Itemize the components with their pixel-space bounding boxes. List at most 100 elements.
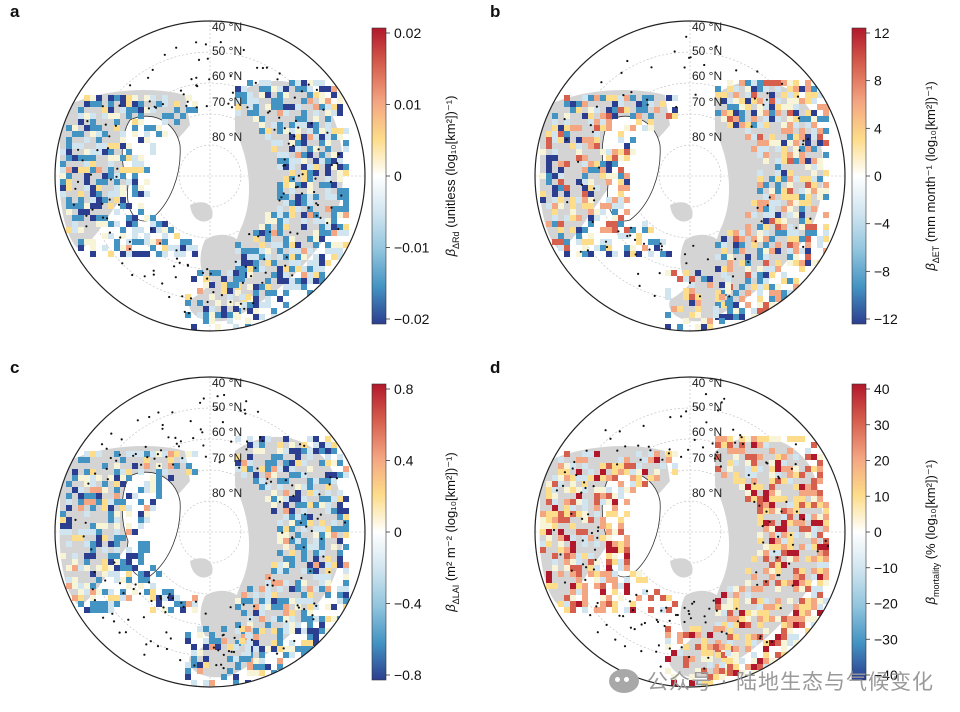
grid-cell	[186, 239, 192, 245]
grid-cell	[733, 116, 739, 122]
grid-cell	[60, 149, 66, 155]
grid-cell	[654, 107, 660, 113]
grid-cell	[719, 662, 725, 668]
grid-cell	[235, 110, 241, 116]
grid-cell	[564, 475, 570, 481]
grid-cell	[775, 496, 781, 502]
significance-dot	[753, 97, 756, 100]
grid-cell	[648, 227, 654, 233]
grid-cell	[180, 601, 186, 607]
grid-cell	[775, 260, 781, 266]
grid-cell	[191, 276, 197, 282]
significance-dot	[605, 623, 608, 626]
grid-cell	[331, 182, 337, 188]
grid-cell	[757, 266, 763, 272]
significance-dot	[254, 266, 257, 270]
grid-cell	[781, 206, 787, 212]
grid-cell	[787, 290, 793, 296]
grid-cell	[727, 98, 733, 104]
grid-cell	[721, 442, 727, 448]
grid-cell	[707, 644, 713, 650]
grid-cell	[78, 493, 84, 499]
grid-cell	[763, 158, 769, 164]
grid-cell	[552, 553, 558, 559]
grid-cell	[769, 302, 775, 308]
grid-cell	[811, 586, 817, 592]
grid-cell	[769, 266, 775, 272]
grid-cell	[588, 571, 594, 577]
grid-cell	[209, 644, 215, 650]
grid-cell	[150, 487, 156, 493]
grid-cell	[727, 260, 733, 266]
grid-cell	[781, 278, 787, 284]
grid-cell	[570, 547, 576, 553]
significance-dot	[275, 652, 279, 655]
grid-cell	[343, 188, 349, 194]
grid-cell	[727, 442, 733, 448]
latitude-label: 60 °N	[692, 425, 722, 439]
significance-dot	[658, 272, 661, 275]
significance-dot	[232, 650, 236, 654]
grid-cell	[265, 134, 271, 140]
colorbar-title: βΔRd (unitless (log₁₀[km²])⁻¹)	[443, 96, 461, 258]
grid-cell	[247, 640, 253, 646]
significance-dot	[148, 581, 151, 584]
grid-cell	[301, 496, 307, 502]
grid-cell	[203, 680, 209, 686]
grid-cell	[90, 203, 96, 209]
grid-cell	[630, 463, 636, 469]
significance-dot	[118, 104, 121, 107]
grid-cell	[331, 460, 337, 466]
grid-cell	[108, 95, 114, 101]
grid-cell	[763, 224, 769, 230]
grid-cell	[343, 170, 349, 176]
grid-cell	[612, 107, 618, 113]
grid-cell	[636, 469, 642, 475]
grid-cell	[588, 185, 594, 191]
significance-dot	[756, 70, 759, 73]
grid-cell	[727, 86, 733, 92]
significance-dot	[646, 98, 649, 101]
grid-cell	[331, 152, 337, 158]
grid-cell	[108, 203, 114, 209]
significance-dot	[118, 582, 122, 585]
grid-cell	[331, 544, 337, 550]
grid-cell	[126, 451, 132, 457]
map-boundary	[534, 376, 846, 688]
grid-cell	[138, 523, 144, 529]
grid-cell	[751, 236, 757, 242]
significance-dot	[105, 447, 108, 450]
significance-dot	[600, 81, 603, 84]
grid-cell	[138, 547, 144, 553]
significance-dot	[132, 454, 135, 457]
grid-cell	[725, 644, 731, 650]
grid-cell	[775, 140, 781, 146]
significance-dot	[268, 110, 271, 113]
grid-cell	[114, 565, 120, 571]
grid-cell	[733, 110, 739, 116]
grid-cell	[624, 155, 630, 161]
significance-dot	[261, 439, 264, 442]
grid-cell	[313, 158, 319, 164]
significance-dot	[706, 258, 709, 261]
grid-cell	[132, 251, 138, 257]
grid-cell	[108, 149, 114, 155]
grid-cell	[769, 188, 775, 194]
significance-dot	[683, 66, 686, 69]
grid-cell	[719, 294, 725, 300]
grid-cell	[775, 454, 781, 460]
grid-cell	[733, 622, 739, 628]
significance-dot	[683, 253, 687, 256]
grid-cell	[313, 164, 319, 170]
grid-cell	[721, 592, 727, 598]
grid-cell	[108, 475, 114, 481]
grid-cell	[235, 86, 241, 92]
grid-cell	[793, 484, 799, 490]
grid-cell	[811, 496, 817, 502]
grid-cell	[612, 173, 618, 179]
grid-cell	[313, 640, 319, 646]
grid-cell	[612, 559, 618, 565]
grid-cell	[817, 242, 823, 248]
grid-cell	[90, 125, 96, 131]
grid-cell	[594, 95, 600, 101]
